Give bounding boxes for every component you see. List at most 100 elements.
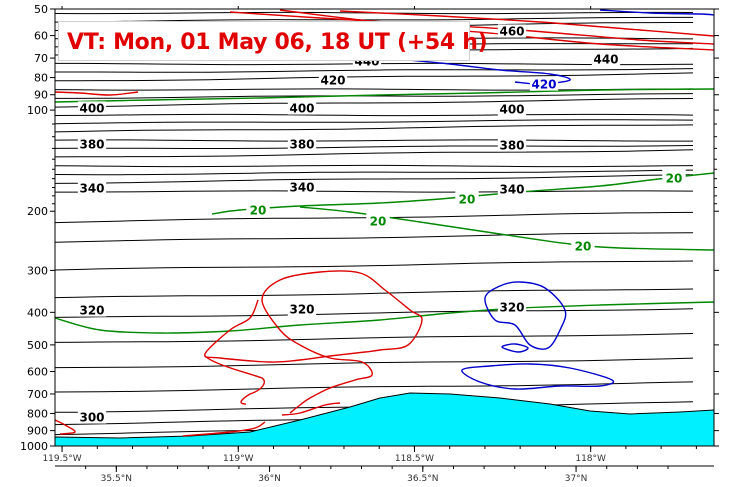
plot-frame (54, 8, 715, 447)
theta-contour-line (55, 190, 694, 193)
theta-contour-label: 340 (79, 182, 104, 196)
descent-contours (329, 9, 714, 390)
theta-contour-line (55, 113, 694, 117)
theta-contour-label: 400 (499, 103, 524, 117)
valid-time-box: VT: Mon, 01 May 06, 18 UT (+54 h) (58, 21, 488, 61)
wind-contour-label: 20 (666, 171, 683, 185)
theta-contour-line (55, 98, 694, 108)
theta-contour-line (55, 288, 694, 299)
lat-tick-label: 35.5°N (101, 474, 132, 484)
contour-label-bg (497, 182, 527, 196)
descent-contour-line (599, 9, 714, 16)
descent-contour-label: 420 (531, 78, 556, 92)
theta-contour-label: 320 (79, 304, 104, 318)
y-tick-label: 800 (27, 407, 48, 420)
contour-label-bg (287, 180, 317, 194)
lon-tick-label: 119.5°W (42, 454, 81, 464)
theta-contour-line (55, 333, 694, 343)
valid-time-title: VT: Mon, 01 May 06, 18 UT (+54 h) (67, 30, 488, 55)
theta-contour-line (55, 357, 694, 369)
y-tick-label: 700 (27, 388, 48, 401)
contour-label-bg (662, 169, 686, 185)
y-tick-label: 300 (27, 264, 48, 277)
theta-contour-line (55, 124, 694, 133)
lat-tick-label: 37°N (565, 474, 588, 484)
wind-contours (55, 88, 714, 334)
contour-label-bg (77, 101, 107, 115)
theta-contour-line (55, 164, 694, 168)
ascent-contour-line (204, 270, 423, 414)
lon-tick-label: 118°W (575, 454, 606, 464)
contour-label-bg (287, 137, 317, 151)
contour-label-bg (497, 300, 527, 314)
theta-contour-label: 440 (593, 53, 618, 67)
lon-tick-label: 118.5°W (395, 454, 434, 464)
ascent-contour-line (281, 402, 341, 416)
theta-contour-line (55, 145, 694, 149)
wind-contour-label: 20 (250, 203, 267, 217)
wind-contour-line (299, 206, 714, 251)
theta-contour-line (55, 16, 693, 23)
contour-labels: 300 320 320 340 340 340 380 380 380 400 400 400 420 4… (77, 24, 686, 425)
theta-contour-line (55, 139, 693, 142)
descent-contour-line (461, 363, 615, 390)
contour-label-bg (497, 102, 527, 116)
y-tick-label: 500 (27, 339, 48, 352)
wind-contour-label: 20 (459, 192, 476, 206)
y-tick-label: 80 (34, 72, 48, 85)
contour-label-bg (318, 73, 348, 87)
contour-label-bg (77, 181, 107, 195)
descent-contour-label: 320 (499, 301, 524, 315)
y-tick-label: 70 (34, 52, 48, 65)
y-tick-label: 50 (34, 3, 48, 16)
theta-contour-label: 380 (289, 138, 314, 152)
contour-label-bg (287, 302, 317, 316)
theta-contour-line (55, 72, 694, 82)
theta-contour-label: 300 (79, 411, 104, 425)
theta-contour-line (55, 119, 694, 125)
lat-tick-label: 36.5°N (407, 474, 438, 484)
contour-label-bg (497, 24, 527, 38)
theta-contour-label: 340 (499, 183, 524, 197)
theta-contour-line (55, 381, 694, 393)
y-tick-label: 600 (27, 365, 48, 378)
descent-contour-line (484, 281, 567, 350)
contour-label-bg (497, 138, 527, 152)
contour-label-bg (529, 77, 559, 91)
theta-contour-label: 420 (320, 74, 345, 88)
contour-label-bg (77, 303, 107, 317)
terrain-shading (55, 392, 714, 446)
theta-contour-line (55, 93, 694, 99)
theta-contour-line (55, 149, 694, 158)
y-tick-label: 60 (34, 30, 48, 43)
theta-contour-label: 400 (79, 102, 104, 116)
y-axis: 50 60 70 80 90 100 200 300 400 500 600 700 800 900 100… (20, 3, 719, 453)
y-tick-label: 90 (34, 89, 48, 102)
ascent-contour-line (182, 421, 266, 437)
descent-contour-line (501, 343, 529, 353)
lat-tick-label: 36°N (258, 474, 281, 484)
contour-label-bg (591, 52, 621, 66)
y-tick-label: 900 (27, 425, 48, 438)
contour-label-bg (455, 190, 479, 206)
theta-contour-label: 340 (289, 181, 314, 195)
theta-contour-line (55, 174, 694, 184)
wind-contour-label: 20 (575, 239, 592, 253)
theta-contour-line (55, 68, 694, 73)
ascent-contour-line (339, 10, 714, 37)
contour-label-bg (287, 101, 317, 115)
wind-contour-line (55, 301, 714, 334)
theta-contour-line (55, 232, 694, 243)
ascent-contour-line (55, 91, 139, 96)
theta-contour-label: 380 (499, 139, 524, 153)
theta-contour-label: 320 (289, 303, 314, 317)
y-tick-label: 100 (27, 104, 48, 117)
theta-contour-line (55, 169, 694, 176)
terrain-area (55, 392, 714, 446)
theta-contour-label: 380 (79, 138, 104, 152)
theta-contour-label: 400 (289, 102, 314, 116)
contour-label-bg (246, 201, 270, 217)
y-tick-label: 200 (27, 205, 48, 218)
ascent-contour-line (204, 355, 266, 405)
